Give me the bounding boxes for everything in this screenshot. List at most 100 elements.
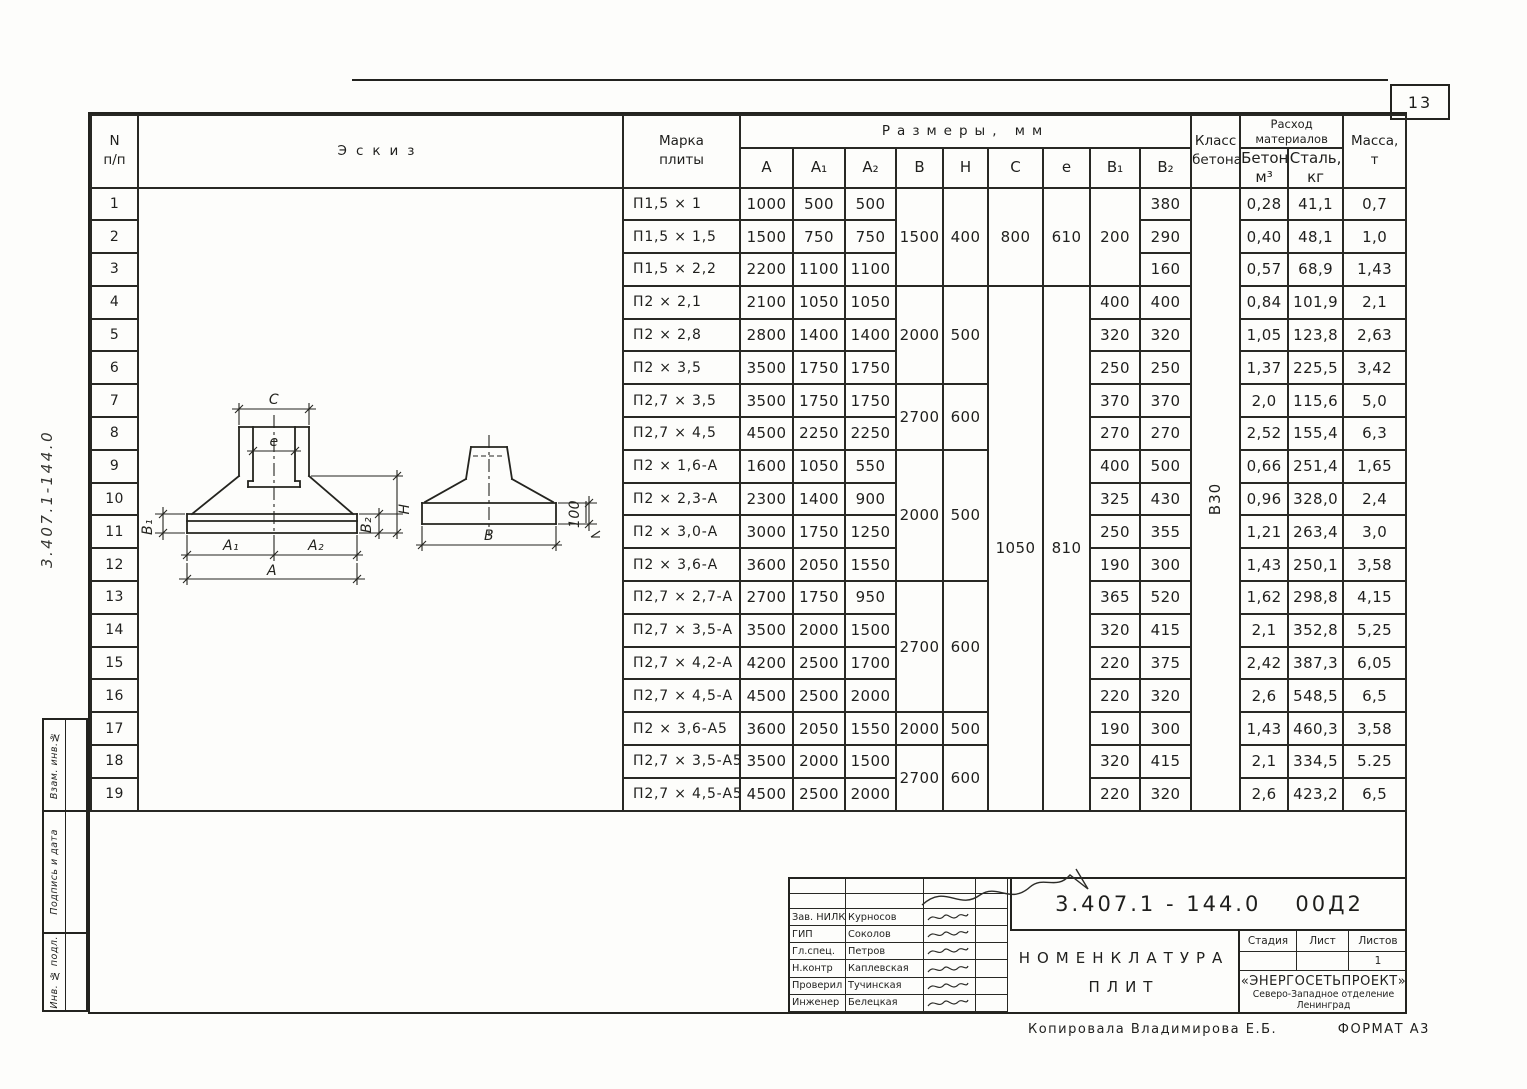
signature-role: Инженер [790,994,846,1012]
dim-a2: 1500 [844,744,897,779]
header-materials-group: Расход материалов [1239,114,1345,149]
dim-label-b1: В₁ [140,518,156,534]
header-dim-c: С [987,147,1044,189]
steel-weight: 115,6 [1287,383,1345,419]
table-row: 5 П2 × 2,8 2800 1400 1400 320 320 1,05 123,8 2,63 [90,317,1408,353]
dim-label-b: В [484,528,494,544]
dim-a: 3500 [739,350,794,386]
dim-b1: 365 [1089,580,1141,615]
header-dim-e: е [1042,147,1091,189]
signature-scribble-cell [924,909,976,927]
sheets-value: 1 [1349,952,1407,971]
plate-mark: П1,5 × 1,5 [622,219,741,255]
sketch-cell: С е В₁ В₂ Н А₁ А₂ А В 100 [137,186,624,812]
dim-b1: 220 [1089,776,1141,812]
table-row: 3 П1,5 × 2,2 2200 1100 1100 160 0,57 68,9 1,43 [90,252,1408,287]
plate-mark: П2,7 × 3,5-А5 [622,744,741,779]
dim-e: 610 [1042,186,1091,287]
plate-mark: П2,7 × 4,5-А [622,678,741,714]
dim-b1: 270 [1089,416,1141,451]
dim-a2: 500 [844,186,897,222]
plate-mark: П2,7 × 2,7-А [622,580,741,615]
concrete-volume: 0,28 [1239,186,1290,222]
dim-a1: 750 [792,219,846,255]
concrete-volume: 1,21 [1239,514,1290,550]
dim-b2: 520 [1138,580,1193,615]
header-steel-line2: кг [1307,167,1325,186]
row-number: 5 [90,317,139,353]
signature-scribble-cell [924,994,976,1012]
stamp-label: Взам. инв.№ [44,720,66,810]
mass: 2,1 [1342,284,1408,320]
header-steel-weight: Сталь, кг [1287,147,1345,189]
header-concrete-class: Класс бетона [1190,114,1242,189]
document-number-cell: 3.407.1 - 144.0 00Д2 [1010,879,1407,931]
concrete-volume: 2,1 [1239,744,1290,779]
stamp-cell-podpis-data: Подпись и дата [42,810,88,932]
concrete-volume: 0,84 [1239,284,1290,320]
steel-weight: 41,1 [1287,186,1345,222]
signature-date-cell [976,926,1008,944]
plate-mark: П2 × 1,6-А [622,448,741,484]
concrete-volume: 1,43 [1239,547,1290,583]
sheet-number-box: 13 [1390,84,1450,120]
concrete-volume: 2,6 [1239,776,1290,812]
signature-empty-cell [976,894,1008,909]
dim-a2: 900 [844,481,897,517]
plate-mark: П2 × 3,6-А [622,547,741,583]
dim-b: 2000 [895,448,944,583]
format-note: ФОРМАТ А3 [1337,1022,1430,1037]
header-dim-b2: В₂ [1138,147,1193,189]
dim-b: 2700 [895,744,944,812]
header-dim-a2: А₂ [844,147,897,189]
document-suffix: 00Д2 [1295,892,1364,916]
dim-label-c: С [269,392,279,408]
stamp-cell-vzam-inv: Взам. инв.№ [42,718,88,810]
dim-a2: 950 [844,580,897,615]
steel-weight: 298,8 [1287,580,1345,615]
dim-a2: 1050 [844,284,897,320]
dim-a2: 550 [844,448,897,484]
plate-mark: П2 × 3,0-А [622,514,741,550]
row-number: 17 [90,711,139,747]
footer-note: Копировала Владимирова Е.Б. ФОРМАТ А3 [1028,1022,1485,1037]
dim-a2: 750 [844,219,897,255]
row-number: 2 [90,219,139,255]
plate-cross-section-drawing: С е В₁ В₂ Н А₁ А₂ А В 100 [140,392,601,585]
table-row: 9 П2 × 1,6-А 1600 1050 550 2000 500 400 500 0,66 2… [90,448,1408,583]
signature-scribble [927,999,969,1007]
signature-role: ГИП [790,926,846,944]
dim-b2: 270 [1138,416,1193,451]
dim-a1: 2050 [792,547,846,583]
sheet-number: 13 [1407,92,1433,112]
signature-empty-cell [790,894,846,909]
steel-weight: 68,9 [1287,252,1345,287]
plate-mark: П2,7 × 4,5 [622,416,741,451]
dim-e: 810 [1042,284,1091,812]
dim-a: 1600 [739,448,794,484]
dim-b1: 400 [1089,284,1141,320]
header-num-top: N [109,133,120,150]
title-block: Зав. НИЛКЭКурносовГИПСоколовГл.спец.Петр… [788,868,1407,1014]
steel-weight: 387,3 [1287,645,1345,681]
mass: 6,05 [1342,645,1408,681]
mass: 5.25 [1342,744,1408,779]
document-title-line2: ПЛИТ [1088,977,1160,996]
dim-h: 500 [942,448,989,583]
dim-label-a2: А₂ [307,538,324,554]
dim-b2: 430 [1138,481,1193,517]
table-row: 19 П2,7 × 4,5-А5 4500 2500 2000 220 320 2,6 423,… [90,776,1408,812]
plate-sketch: С е В₁ В₂ Н А₁ А₂ А В 100 [140,190,621,809]
dim-b1: 370 [1089,383,1141,419]
table-row: 7 П2,7 × 3,5 3500 1750 1750 2700 600 370 370 2,0 1… [90,383,1408,451]
signature-scribble [927,965,969,972]
signature-role: Зав. НИЛКЭ [790,909,846,927]
header-mass: Масса, т [1342,114,1408,189]
row-number: 3 [90,252,139,287]
concrete-volume: 0,66 [1239,448,1290,484]
dim-label-slope-100: 100 [567,500,583,528]
table-row: 11 П2 × 3,0-А 3000 1750 1250 250 355 1,21 263,4 3… [90,514,1408,550]
header-dimensions-group: Размеры, мм [738,114,1193,149]
header-num: N п/п [90,114,139,189]
stamp-label: Подпись и дата [44,812,66,932]
